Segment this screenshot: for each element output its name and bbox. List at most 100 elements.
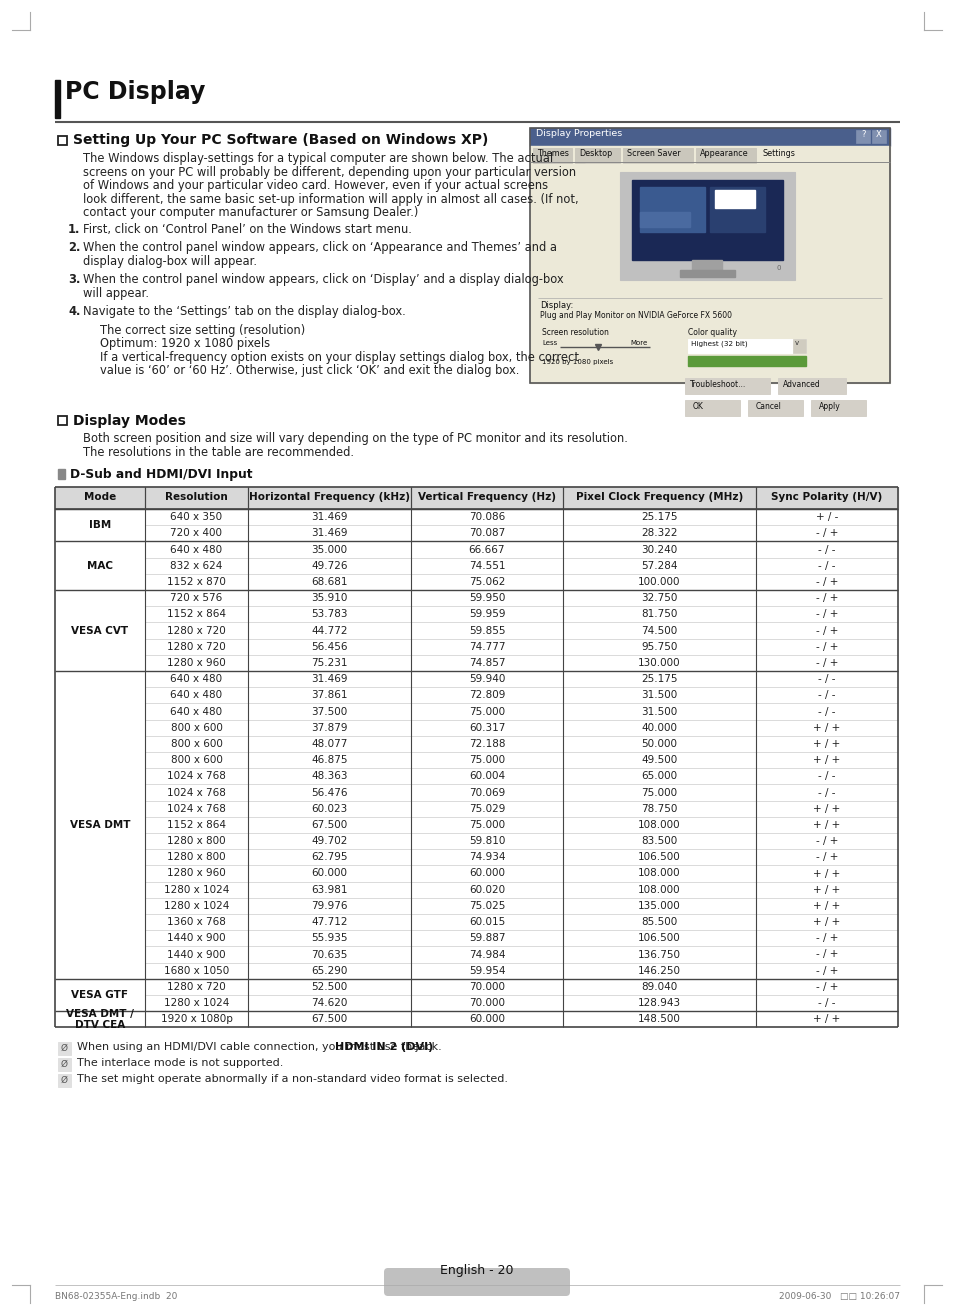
Text: When the control panel window appears, click on ‘Display’ and a display dialog-b: When the control panel window appears, c… <box>83 274 563 285</box>
Text: Screen resolution: Screen resolution <box>541 327 608 337</box>
Text: 74.500: 74.500 <box>640 626 677 635</box>
Text: 1440 x 900: 1440 x 900 <box>167 934 226 943</box>
Text: When using an HDMI/DVI cable connection, you must use the: When using an HDMI/DVI cable connection,… <box>77 1043 422 1052</box>
Text: 1152 x 864: 1152 x 864 <box>167 609 226 619</box>
Bar <box>631 180 782 260</box>
Text: 1280 x 1024: 1280 x 1024 <box>164 885 229 894</box>
Text: Both screen position and size will vary depending on the type of PC monitor and : Both screen position and size will vary … <box>83 433 627 444</box>
Bar <box>684 326 814 371</box>
Text: 800 x 600: 800 x 600 <box>171 739 222 750</box>
Text: 49.500: 49.500 <box>640 755 677 765</box>
Text: - / -: - / - <box>818 675 835 684</box>
Text: Screen Saver: Screen Saver <box>626 149 679 158</box>
Text: 75.000: 75.000 <box>469 819 504 830</box>
Text: 1.: 1. <box>68 222 80 235</box>
Bar <box>687 356 805 366</box>
Text: 1280 x 1024: 1280 x 1024 <box>164 998 229 1009</box>
Text: 1152 x 864: 1152 x 864 <box>167 819 226 830</box>
Text: 32.750: 32.750 <box>640 593 677 604</box>
Text: value is ‘60’ or ‘60 Hz’. Otherwise, just click ‘OK’ and exit the dialog box.: value is ‘60’ or ‘60 Hz’. Otherwise, jus… <box>100 364 518 377</box>
Text: + / +: + / + <box>813 917 840 927</box>
Text: 4.: 4. <box>68 305 80 318</box>
Bar <box>530 128 889 383</box>
Text: + / +: + / + <box>813 1014 840 1024</box>
Text: - / +: - / + <box>815 836 838 846</box>
Text: English - 20: English - 20 <box>439 1264 514 1277</box>
Text: 95.750: 95.750 <box>640 642 677 652</box>
Text: 1024 x 768: 1024 x 768 <box>167 772 226 781</box>
Text: PC Display: PC Display <box>65 80 205 104</box>
Text: 59.959: 59.959 <box>468 609 505 619</box>
Text: The correct size setting (resolution): The correct size setting (resolution) <box>100 323 305 337</box>
Text: 37.879: 37.879 <box>311 723 348 732</box>
Text: jack.: jack. <box>411 1043 441 1052</box>
Text: 75.000: 75.000 <box>640 788 677 797</box>
Text: 108.000: 108.000 <box>638 885 680 894</box>
Text: 67.500: 67.500 <box>311 1014 347 1024</box>
Text: contact your computer manufacturer or Samsung Dealer.): contact your computer manufacturer or Sa… <box>83 206 418 220</box>
Text: 68.681: 68.681 <box>311 577 348 586</box>
Text: 1152 x 870: 1152 x 870 <box>167 577 226 586</box>
Text: 640 x 480: 640 x 480 <box>171 675 222 684</box>
Bar <box>639 212 689 227</box>
FancyBboxPatch shape <box>384 1268 569 1297</box>
Text: 70.086: 70.086 <box>468 512 504 522</box>
Bar <box>58 1059 71 1072</box>
Text: - / +: - / + <box>815 982 838 992</box>
Bar <box>55 80 60 118</box>
Text: 59.940: 59.940 <box>468 675 505 684</box>
Text: MAC: MAC <box>87 560 112 571</box>
Text: 31.469: 31.469 <box>311 512 348 522</box>
Bar <box>691 260 721 270</box>
Text: will appear.: will appear. <box>83 287 149 300</box>
Text: 640 x 480: 640 x 480 <box>171 544 222 555</box>
Text: 35.000: 35.000 <box>311 544 347 555</box>
Text: 35.910: 35.910 <box>311 593 347 604</box>
Text: 148.500: 148.500 <box>638 1014 680 1024</box>
Text: 74.857: 74.857 <box>468 658 505 668</box>
Text: 640 x 480: 640 x 480 <box>171 690 222 701</box>
Text: OK: OK <box>692 402 703 412</box>
Text: 44.772: 44.772 <box>311 626 348 635</box>
Text: 78.750: 78.750 <box>640 803 677 814</box>
Text: 57.284: 57.284 <box>640 560 677 571</box>
Text: 1280 x 720: 1280 x 720 <box>167 626 226 635</box>
Text: 106.500: 106.500 <box>638 934 680 943</box>
Text: Ø: Ø <box>61 1043 68 1052</box>
Text: 800 x 600: 800 x 600 <box>171 723 222 732</box>
Text: 65.290: 65.290 <box>311 965 347 976</box>
Text: 108.000: 108.000 <box>638 868 680 878</box>
Text: D-Sub and HDMI/DVI Input: D-Sub and HDMI/DVI Input <box>70 468 253 481</box>
Text: + / +: + / + <box>813 868 840 878</box>
Text: 49.702: 49.702 <box>311 836 347 846</box>
Text: display dialog-box will appear.: display dialog-box will appear. <box>83 255 256 267</box>
Text: 720 x 400: 720 x 400 <box>171 529 222 538</box>
Bar <box>530 128 889 146</box>
Text: 2009-06-30   □□ 10:26:07: 2009-06-30 □□ 10:26:07 <box>779 1293 899 1301</box>
Text: 65.000: 65.000 <box>640 772 677 781</box>
Text: 75.000: 75.000 <box>469 755 504 765</box>
Text: 48.363: 48.363 <box>311 772 348 781</box>
Text: 1280 x 960: 1280 x 960 <box>167 868 226 878</box>
Bar <box>584 164 829 295</box>
Bar <box>687 339 805 352</box>
Text: screens on your PC will probably be different, depending upon your particular ve: screens on your PC will probably be diff… <box>83 166 576 179</box>
Text: Optimum: 1920 x 1080 pixels: Optimum: 1920 x 1080 pixels <box>100 337 270 350</box>
Text: 106.500: 106.500 <box>638 852 680 863</box>
Bar <box>759 146 808 163</box>
Text: Setting Up Your PC Software (Based on Windows XP): Setting Up Your PC Software (Based on Wi… <box>73 133 488 147</box>
Text: 31.500: 31.500 <box>640 690 677 701</box>
Text: 49.726: 49.726 <box>311 560 348 571</box>
Text: If a vertical-frequency option exists on your display settings dialog box, the c: If a vertical-frequency option exists on… <box>100 351 578 363</box>
Bar <box>533 149 572 163</box>
Text: 74.934: 74.934 <box>468 852 505 863</box>
Text: 81.750: 81.750 <box>640 609 677 619</box>
Bar <box>871 130 885 143</box>
Text: 60.020: 60.020 <box>469 885 504 894</box>
Text: 1360 x 768: 1360 x 768 <box>167 917 226 927</box>
Bar <box>810 400 865 416</box>
Text: Troubleshoot...: Troubleshoot... <box>689 380 745 389</box>
Text: 72.188: 72.188 <box>468 739 505 750</box>
Bar <box>58 135 67 145</box>
Text: 62.795: 62.795 <box>311 852 348 863</box>
